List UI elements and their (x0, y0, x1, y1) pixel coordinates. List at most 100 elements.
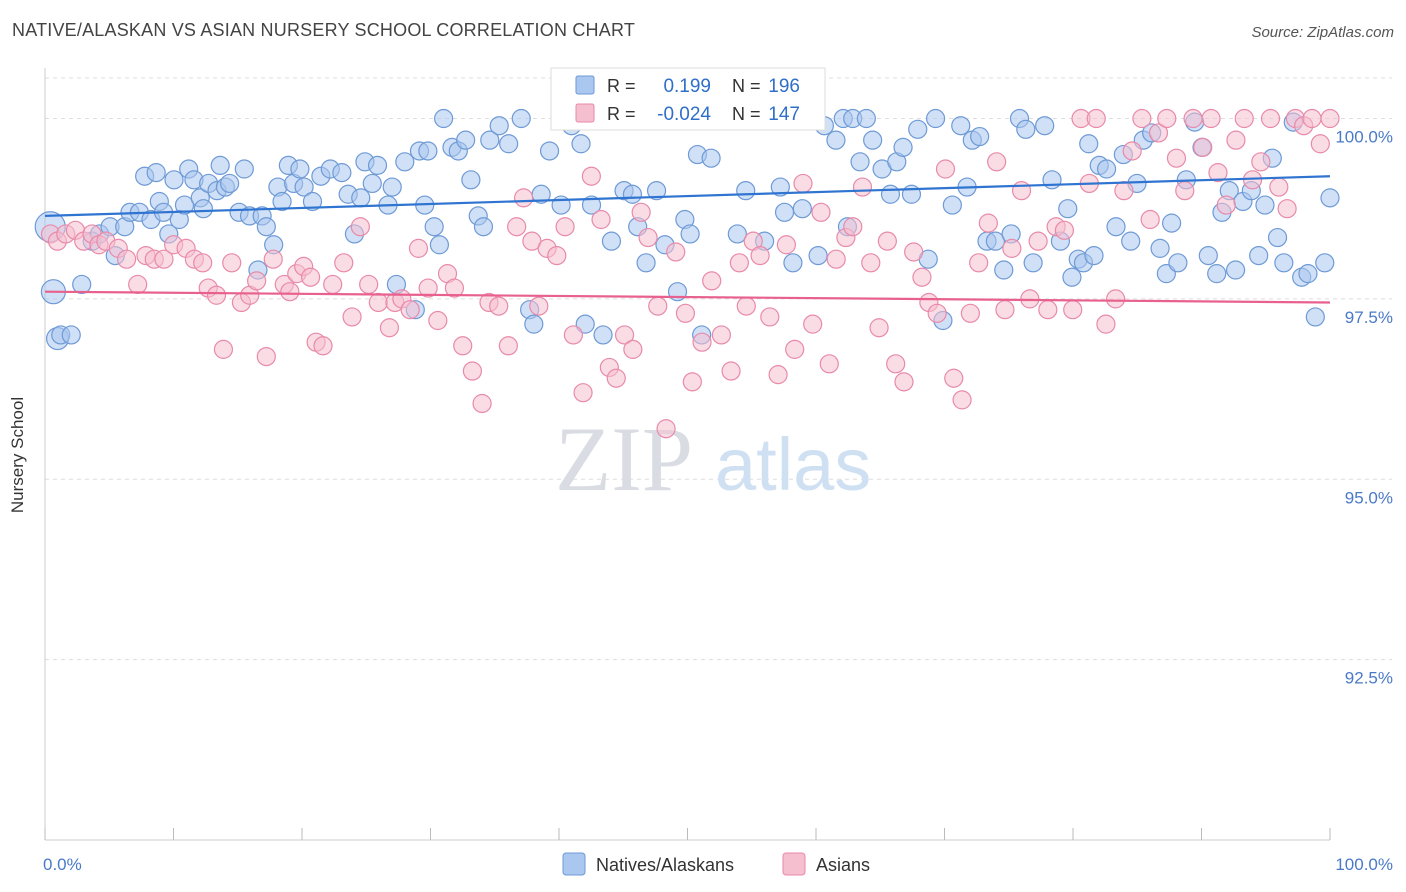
asian-point (128, 274, 148, 295)
asian-point (400, 300, 420, 320)
asian-point (1086, 108, 1106, 129)
native-point (294, 177, 314, 197)
asian-point (1096, 314, 1116, 334)
native-point (461, 170, 481, 190)
native-point (395, 152, 415, 172)
native-point (480, 130, 500, 150)
native-swatch (575, 75, 595, 95)
asian-point (563, 325, 583, 345)
asian-point (843, 217, 863, 237)
native-point (220, 173, 240, 194)
native-point (575, 314, 595, 334)
native-point (424, 217, 444, 237)
asian-point (256, 346, 276, 367)
asian-point (379, 318, 400, 338)
asian-point (1106, 289, 1126, 309)
source-credit: Source: ZipAtlas.com (1251, 24, 1394, 41)
native-point (210, 155, 230, 176)
asian-point (978, 213, 998, 233)
native-point (770, 177, 790, 197)
asian-point (692, 332, 712, 352)
native-point (234, 159, 254, 179)
asian-point (811, 202, 831, 222)
asian-point (768, 365, 788, 385)
native-point (701, 148, 721, 168)
asian-point (750, 245, 770, 266)
native-point (1298, 264, 1318, 284)
native-point (1225, 260, 1246, 280)
asian-point (498, 336, 518, 356)
asian-point (631, 202, 651, 222)
native-point (1315, 253, 1335, 273)
asian-point (1002, 238, 1022, 258)
native-point (1062, 267, 1082, 287)
native-point (418, 141, 438, 161)
asian-point (408, 238, 429, 258)
native-point (174, 195, 195, 215)
asian-point (313, 336, 333, 356)
asian-point (263, 249, 283, 269)
asian-point (1114, 181, 1134, 201)
native-point (736, 181, 756, 201)
asian-point (1208, 163, 1228, 183)
asian-point (462, 361, 483, 381)
native-point (429, 235, 450, 255)
native-point (256, 217, 276, 237)
legend-native-label: Natives/Alaskans (596, 855, 734, 875)
native-point (499, 134, 519, 154)
asian-point (760, 307, 780, 327)
native-point (727, 224, 747, 244)
asian-point (736, 296, 756, 316)
asian-point (1140, 209, 1160, 230)
asian-point (1234, 108, 1254, 129)
asian-point (702, 271, 722, 291)
axes (44, 68, 1331, 841)
n-value-native: 196 (768, 76, 800, 97)
native-point (511, 108, 531, 129)
asian-point (507, 217, 527, 237)
asian-point (666, 242, 686, 262)
native-point (164, 170, 184, 190)
asian-point (513, 188, 534, 208)
native-point (1023, 253, 1043, 273)
n-value-asian: 147 (768, 104, 800, 125)
asian-point (819, 354, 839, 374)
zipatlas-watermark: ZIP atlas (555, 408, 871, 510)
trend-lines (44, 175, 1331, 304)
asian-point (682, 372, 702, 392)
native-point (1162, 213, 1182, 233)
asian-point (453, 336, 473, 356)
r-label-native: R = (607, 76, 636, 96)
asian-point (368, 292, 388, 313)
native-point (1150, 238, 1170, 258)
native-point (351, 188, 371, 208)
native-point (942, 195, 962, 215)
native-point (856, 108, 876, 129)
asian-point (1028, 231, 1048, 251)
asian-point (960, 303, 980, 323)
asian-point (1226, 130, 1246, 150)
native-point (146, 163, 166, 183)
native-point (1198, 245, 1218, 266)
asian-point (894, 372, 914, 392)
r-value-asian: -0.024 (657, 104, 711, 125)
asian-point (877, 231, 897, 251)
asian-point (638, 227, 658, 248)
x-tick-label: 0.0% (43, 855, 82, 874)
asian-point (952, 390, 972, 410)
asian-point (944, 368, 964, 388)
native-point (1320, 188, 1340, 208)
asian-point (969, 253, 989, 273)
native-point (489, 116, 509, 136)
asian-point (213, 339, 234, 359)
asian-trend-line (44, 290, 1331, 304)
asian-point (803, 314, 823, 334)
native-point (61, 325, 81, 345)
asian-point (1277, 199, 1297, 219)
native-point (1106, 217, 1126, 237)
native-point (893, 137, 913, 157)
asian-point (729, 253, 749, 273)
asian-point (206, 285, 227, 305)
asian-point (995, 300, 1015, 320)
